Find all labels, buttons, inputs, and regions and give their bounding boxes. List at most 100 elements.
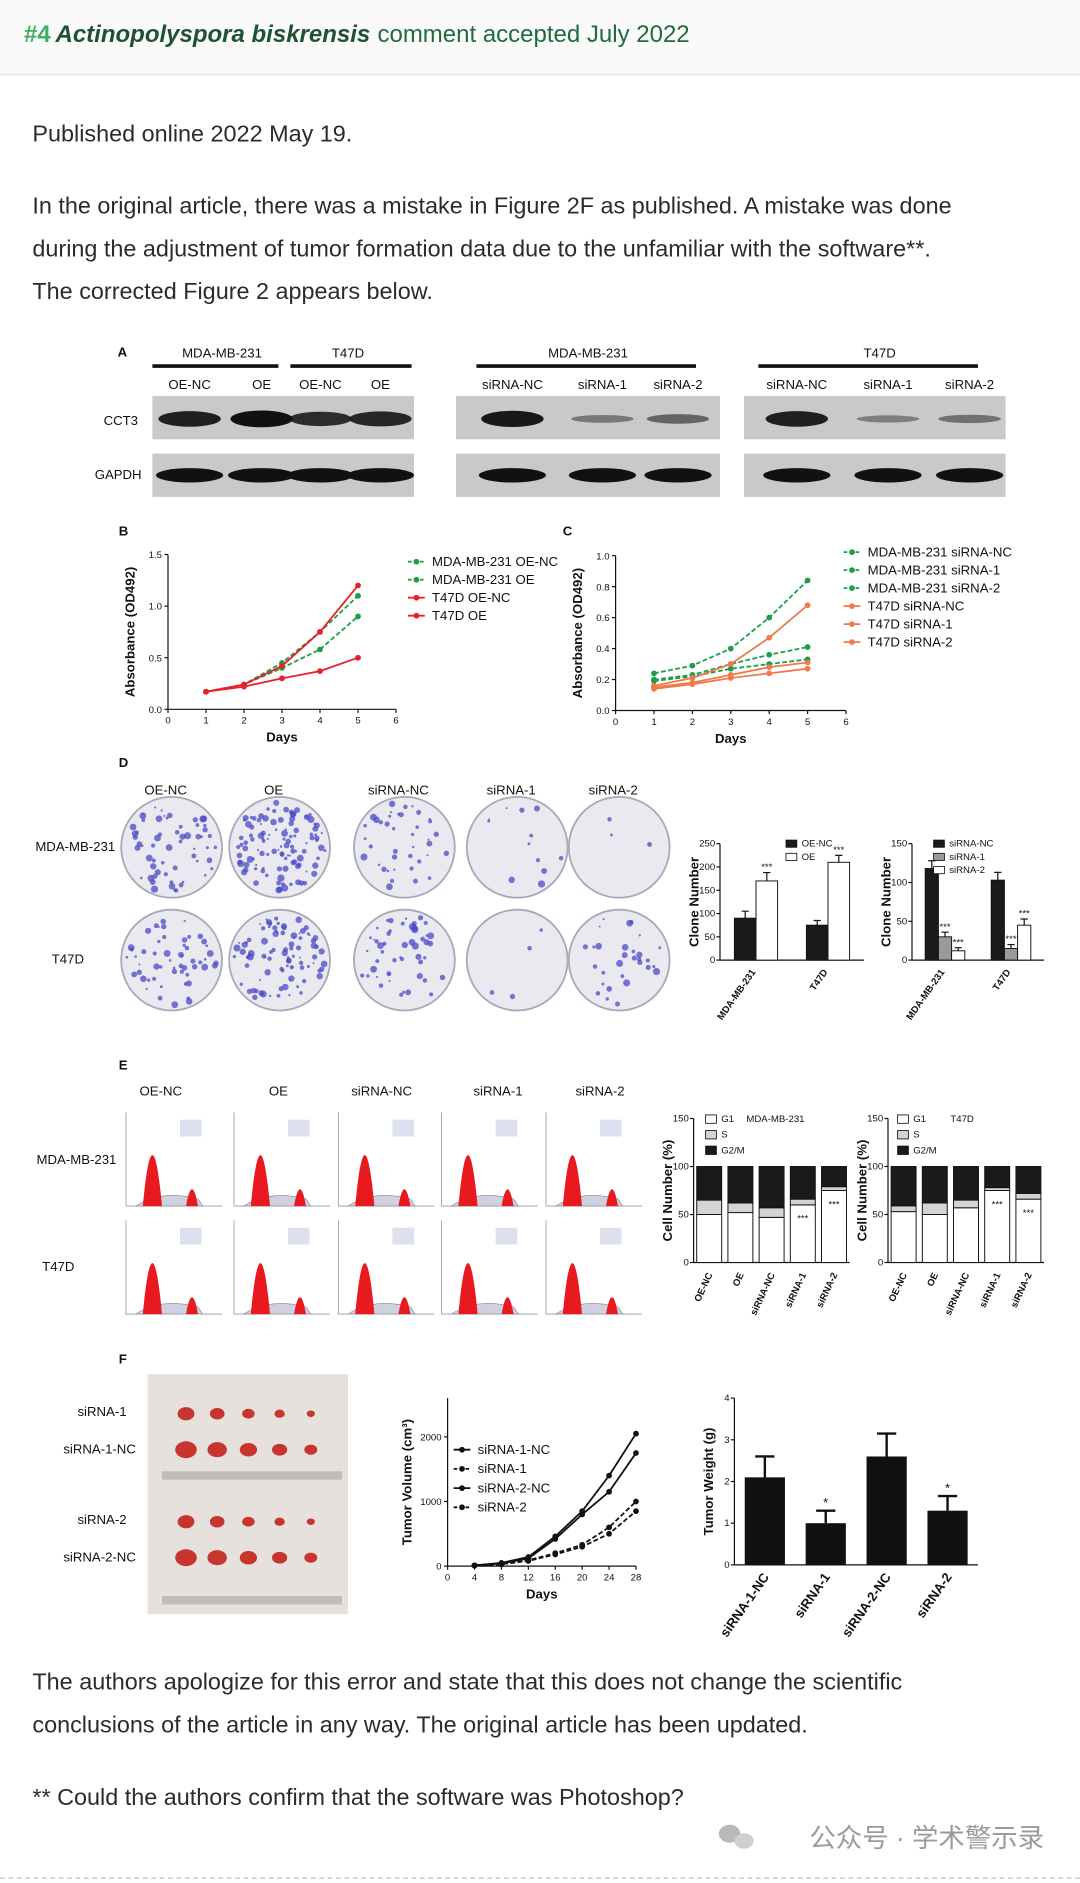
y-tick-label: 0.5 bbox=[149, 653, 162, 664]
colony bbox=[266, 852, 270, 857]
stats-box bbox=[180, 1227, 202, 1245]
stats-box bbox=[180, 1119, 202, 1137]
panel-letter: B bbox=[119, 523, 129, 538]
colony bbox=[246, 855, 254, 863]
colony bbox=[294, 807, 301, 814]
colony bbox=[284, 856, 288, 861]
colony bbox=[165, 816, 169, 820]
tumor bbox=[209, 1407, 225, 1420]
colony bbox=[213, 845, 218, 850]
colony bbox=[299, 965, 305, 970]
group-label: T47D bbox=[863, 346, 895, 361]
colony bbox=[288, 834, 293, 839]
column-label: siRNA-NC bbox=[368, 783, 429, 798]
colony bbox=[316, 972, 323, 980]
colony bbox=[378, 820, 384, 825]
y-axis-label: Absorbance (OD492) bbox=[122, 567, 137, 697]
bar-segment bbox=[758, 1207, 785, 1218]
blot-band bbox=[481, 410, 544, 427]
colony bbox=[242, 845, 249, 852]
colony bbox=[301, 979, 307, 984]
colony bbox=[415, 825, 419, 829]
x-tick-label: 4 bbox=[767, 717, 773, 728]
colony bbox=[181, 964, 188, 971]
bar-segment bbox=[984, 1166, 1011, 1189]
colony bbox=[527, 842, 531, 846]
bar bbox=[733, 917, 757, 961]
colony bbox=[645, 964, 651, 970]
histogram-axes bbox=[125, 1112, 222, 1207]
blot-band bbox=[854, 468, 922, 483]
blot-band bbox=[230, 410, 293, 428]
colony bbox=[299, 991, 303, 995]
data-point bbox=[727, 665, 734, 672]
culture-dish bbox=[465, 908, 569, 1012]
colony bbox=[199, 835, 203, 839]
bar-segment bbox=[1015, 1198, 1042, 1263]
lane-label: OE-NC bbox=[299, 377, 342, 392]
legend-marker bbox=[849, 621, 855, 627]
colony bbox=[401, 941, 408, 949]
bar-segment bbox=[727, 1212, 754, 1263]
data-point bbox=[525, 1557, 532, 1564]
colony bbox=[427, 876, 432, 880]
g2-peak bbox=[294, 1297, 306, 1315]
y-tick-label: 250 bbox=[699, 839, 715, 850]
error-bar bbox=[941, 931, 949, 937]
colony bbox=[239, 948, 246, 955]
colony bbox=[286, 958, 292, 964]
colony bbox=[181, 937, 188, 943]
colony bbox=[244, 963, 250, 968]
colony bbox=[154, 834, 161, 842]
panel-letter: E bbox=[119, 1057, 128, 1072]
blot-band bbox=[646, 414, 710, 424]
colony bbox=[288, 993, 291, 997]
colony bbox=[163, 814, 166, 817]
g2-peak bbox=[606, 1189, 618, 1207]
y-axis-label: Tumor Volume (cm³) bbox=[400, 1419, 415, 1545]
colony bbox=[298, 932, 301, 935]
bar bbox=[1017, 924, 1032, 961]
colony bbox=[418, 959, 424, 965]
comment-number: #4 bbox=[24, 21, 51, 48]
colony bbox=[163, 872, 168, 877]
data-point bbox=[766, 664, 773, 671]
lane-label: siRNA-NC bbox=[766, 377, 827, 392]
colony bbox=[161, 861, 165, 865]
bar-segment bbox=[821, 1190, 847, 1263]
colony bbox=[374, 939, 379, 944]
legend-swatch bbox=[933, 852, 945, 861]
colony bbox=[251, 857, 255, 861]
colony bbox=[318, 948, 325, 955]
colony bbox=[288, 854, 291, 857]
chart-title: MDA-MB-231 bbox=[746, 1114, 804, 1125]
watermark-icon bbox=[718, 1824, 754, 1849]
data-point bbox=[579, 1541, 586, 1548]
colony bbox=[288, 975, 295, 982]
panel-letter: F bbox=[119, 1351, 127, 1366]
significance: *** bbox=[939, 922, 950, 933]
row-label: MDA-MB-231 bbox=[37, 1152, 117, 1167]
row-label: T47D bbox=[52, 952, 84, 967]
colony bbox=[389, 811, 393, 814]
blot-band bbox=[349, 411, 412, 427]
colony bbox=[250, 837, 255, 842]
published-date: Published online 2022 May 19. bbox=[32, 121, 352, 147]
colony bbox=[318, 844, 325, 851]
stats-box bbox=[392, 1119, 414, 1137]
colony bbox=[256, 848, 260, 852]
colony bbox=[206, 857, 213, 864]
colony bbox=[305, 815, 309, 819]
culture-dish bbox=[228, 908, 331, 1012]
colony bbox=[264, 969, 271, 976]
panel-letter: A bbox=[118, 345, 128, 360]
colony bbox=[157, 995, 163, 1001]
blot-band bbox=[568, 468, 636, 483]
colony bbox=[316, 856, 320, 861]
paragraph-line: during the adjustment of tumor formation… bbox=[32, 235, 930, 261]
g1-peak bbox=[562, 1155, 582, 1207]
colony bbox=[153, 963, 160, 970]
y-axis-label: Clone Number bbox=[878, 857, 893, 947]
blot-band bbox=[765, 411, 828, 427]
tumor bbox=[209, 1515, 225, 1528]
